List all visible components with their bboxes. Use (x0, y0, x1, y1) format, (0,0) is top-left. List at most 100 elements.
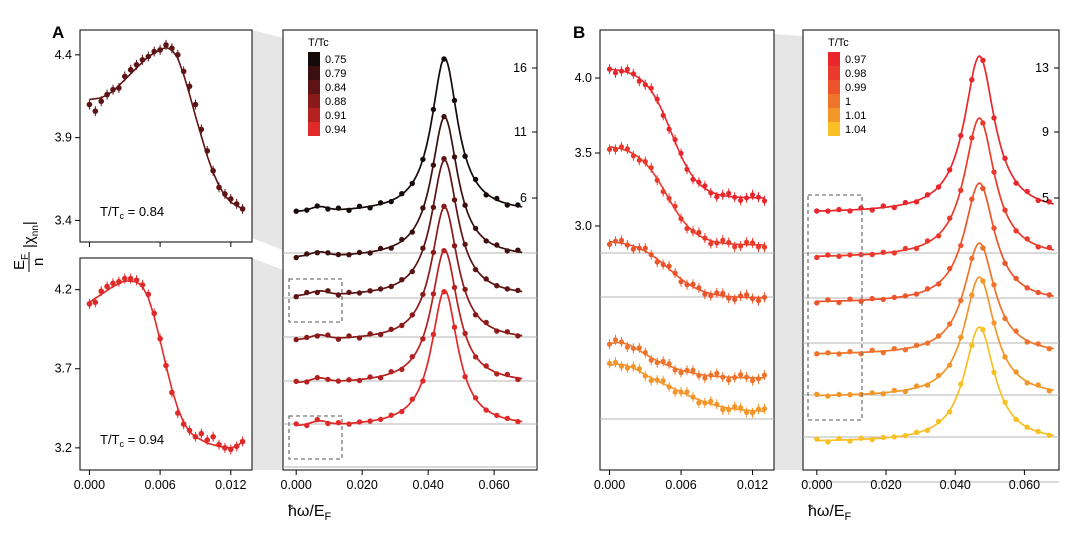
data-point (145, 53, 152, 60)
data-point (761, 198, 768, 204)
data-point (732, 374, 738, 381)
data-point (726, 407, 732, 413)
data-point (924, 286, 931, 292)
data-point (399, 366, 405, 373)
data-point (409, 312, 415, 318)
data-point (356, 290, 363, 296)
data-point (174, 52, 181, 58)
data-point (618, 339, 625, 345)
data-point (606, 66, 613, 72)
right-tick-label: 13 (1035, 61, 1049, 75)
data-point (980, 326, 986, 333)
data-point (666, 384, 672, 390)
right-tick-label: 11 (514, 125, 527, 139)
data-point (325, 250, 331, 256)
data-point (127, 275, 134, 282)
data-point (430, 162, 437, 168)
data-point (869, 390, 875, 396)
data-point (749, 410, 756, 416)
data-point (210, 167, 216, 174)
x-tick-label: 0.020 (870, 478, 901, 492)
data-point (924, 192, 931, 198)
data-point (606, 341, 613, 347)
legend-swatch (308, 80, 320, 94)
data-point (356, 419, 363, 425)
data-point (1002, 155, 1008, 161)
data-point (504, 371, 510, 378)
x-tick-label: 0.000 (594, 478, 625, 492)
right-tick-label: 16 (513, 61, 527, 75)
data-point (902, 199, 909, 206)
data-point (186, 83, 193, 90)
data-point (504, 286, 510, 292)
data-point (814, 300, 820, 306)
data-point (1035, 382, 1041, 388)
data-point (420, 336, 426, 342)
y-tick-label: 3.9 (55, 131, 72, 145)
data-point (121, 73, 128, 80)
data-point (814, 436, 820, 442)
data-point (969, 255, 975, 262)
data-point (612, 146, 619, 153)
data-point (654, 377, 660, 383)
data-point (738, 293, 744, 299)
data-point (744, 239, 750, 245)
data-point (494, 283, 500, 289)
data-point (858, 391, 864, 398)
data-point (515, 202, 521, 208)
data-point (825, 350, 831, 356)
data-point (1024, 380, 1030, 386)
y-tick-label: 4.0 (575, 71, 592, 85)
data-point (836, 351, 842, 357)
data-point (420, 245, 426, 251)
data-point (494, 242, 500, 248)
data-point (714, 370, 720, 376)
data-point (1046, 292, 1053, 298)
legend-swatch (828, 66, 840, 80)
data-point (139, 57, 146, 63)
data-point (367, 418, 373, 424)
data-point (836, 391, 842, 398)
x-tick-label: 0.040 (940, 478, 971, 492)
data-point (335, 251, 342, 258)
data-point (660, 378, 666, 384)
data-point (121, 275, 128, 282)
legend-swatch (308, 108, 320, 122)
data-point (504, 329, 510, 335)
data-point (430, 291, 437, 297)
data-point (814, 254, 820, 261)
data-point (684, 367, 690, 373)
data-point (958, 242, 964, 249)
zoom-box-3 (807, 194, 863, 421)
data-point (902, 433, 909, 439)
data-point (483, 238, 489, 244)
data-point (1002, 207, 1008, 213)
data-point (991, 369, 997, 376)
data-point (367, 374, 373, 380)
data-point (726, 377, 732, 383)
data-point (891, 434, 897, 440)
data-point (847, 392, 853, 398)
data-point (1035, 244, 1041, 250)
data-point (388, 283, 394, 290)
data-point (991, 282, 997, 288)
data-point (335, 378, 342, 384)
data-point (304, 207, 310, 213)
data-point (720, 192, 726, 198)
data-point (430, 331, 437, 337)
data-point (145, 291, 152, 298)
data-point (891, 346, 897, 352)
data-point (980, 185, 986, 192)
data-point (346, 289, 352, 296)
data-point (314, 333, 320, 339)
data-point (630, 71, 637, 77)
data-point (935, 184, 942, 190)
data-point (157, 335, 163, 342)
data-point (325, 376, 331, 383)
data-point (1013, 228, 1019, 234)
data-point (869, 207, 875, 213)
data-point (738, 243, 744, 249)
data-point (924, 382, 931, 388)
data-point (377, 200, 384, 206)
data-point (958, 334, 964, 340)
